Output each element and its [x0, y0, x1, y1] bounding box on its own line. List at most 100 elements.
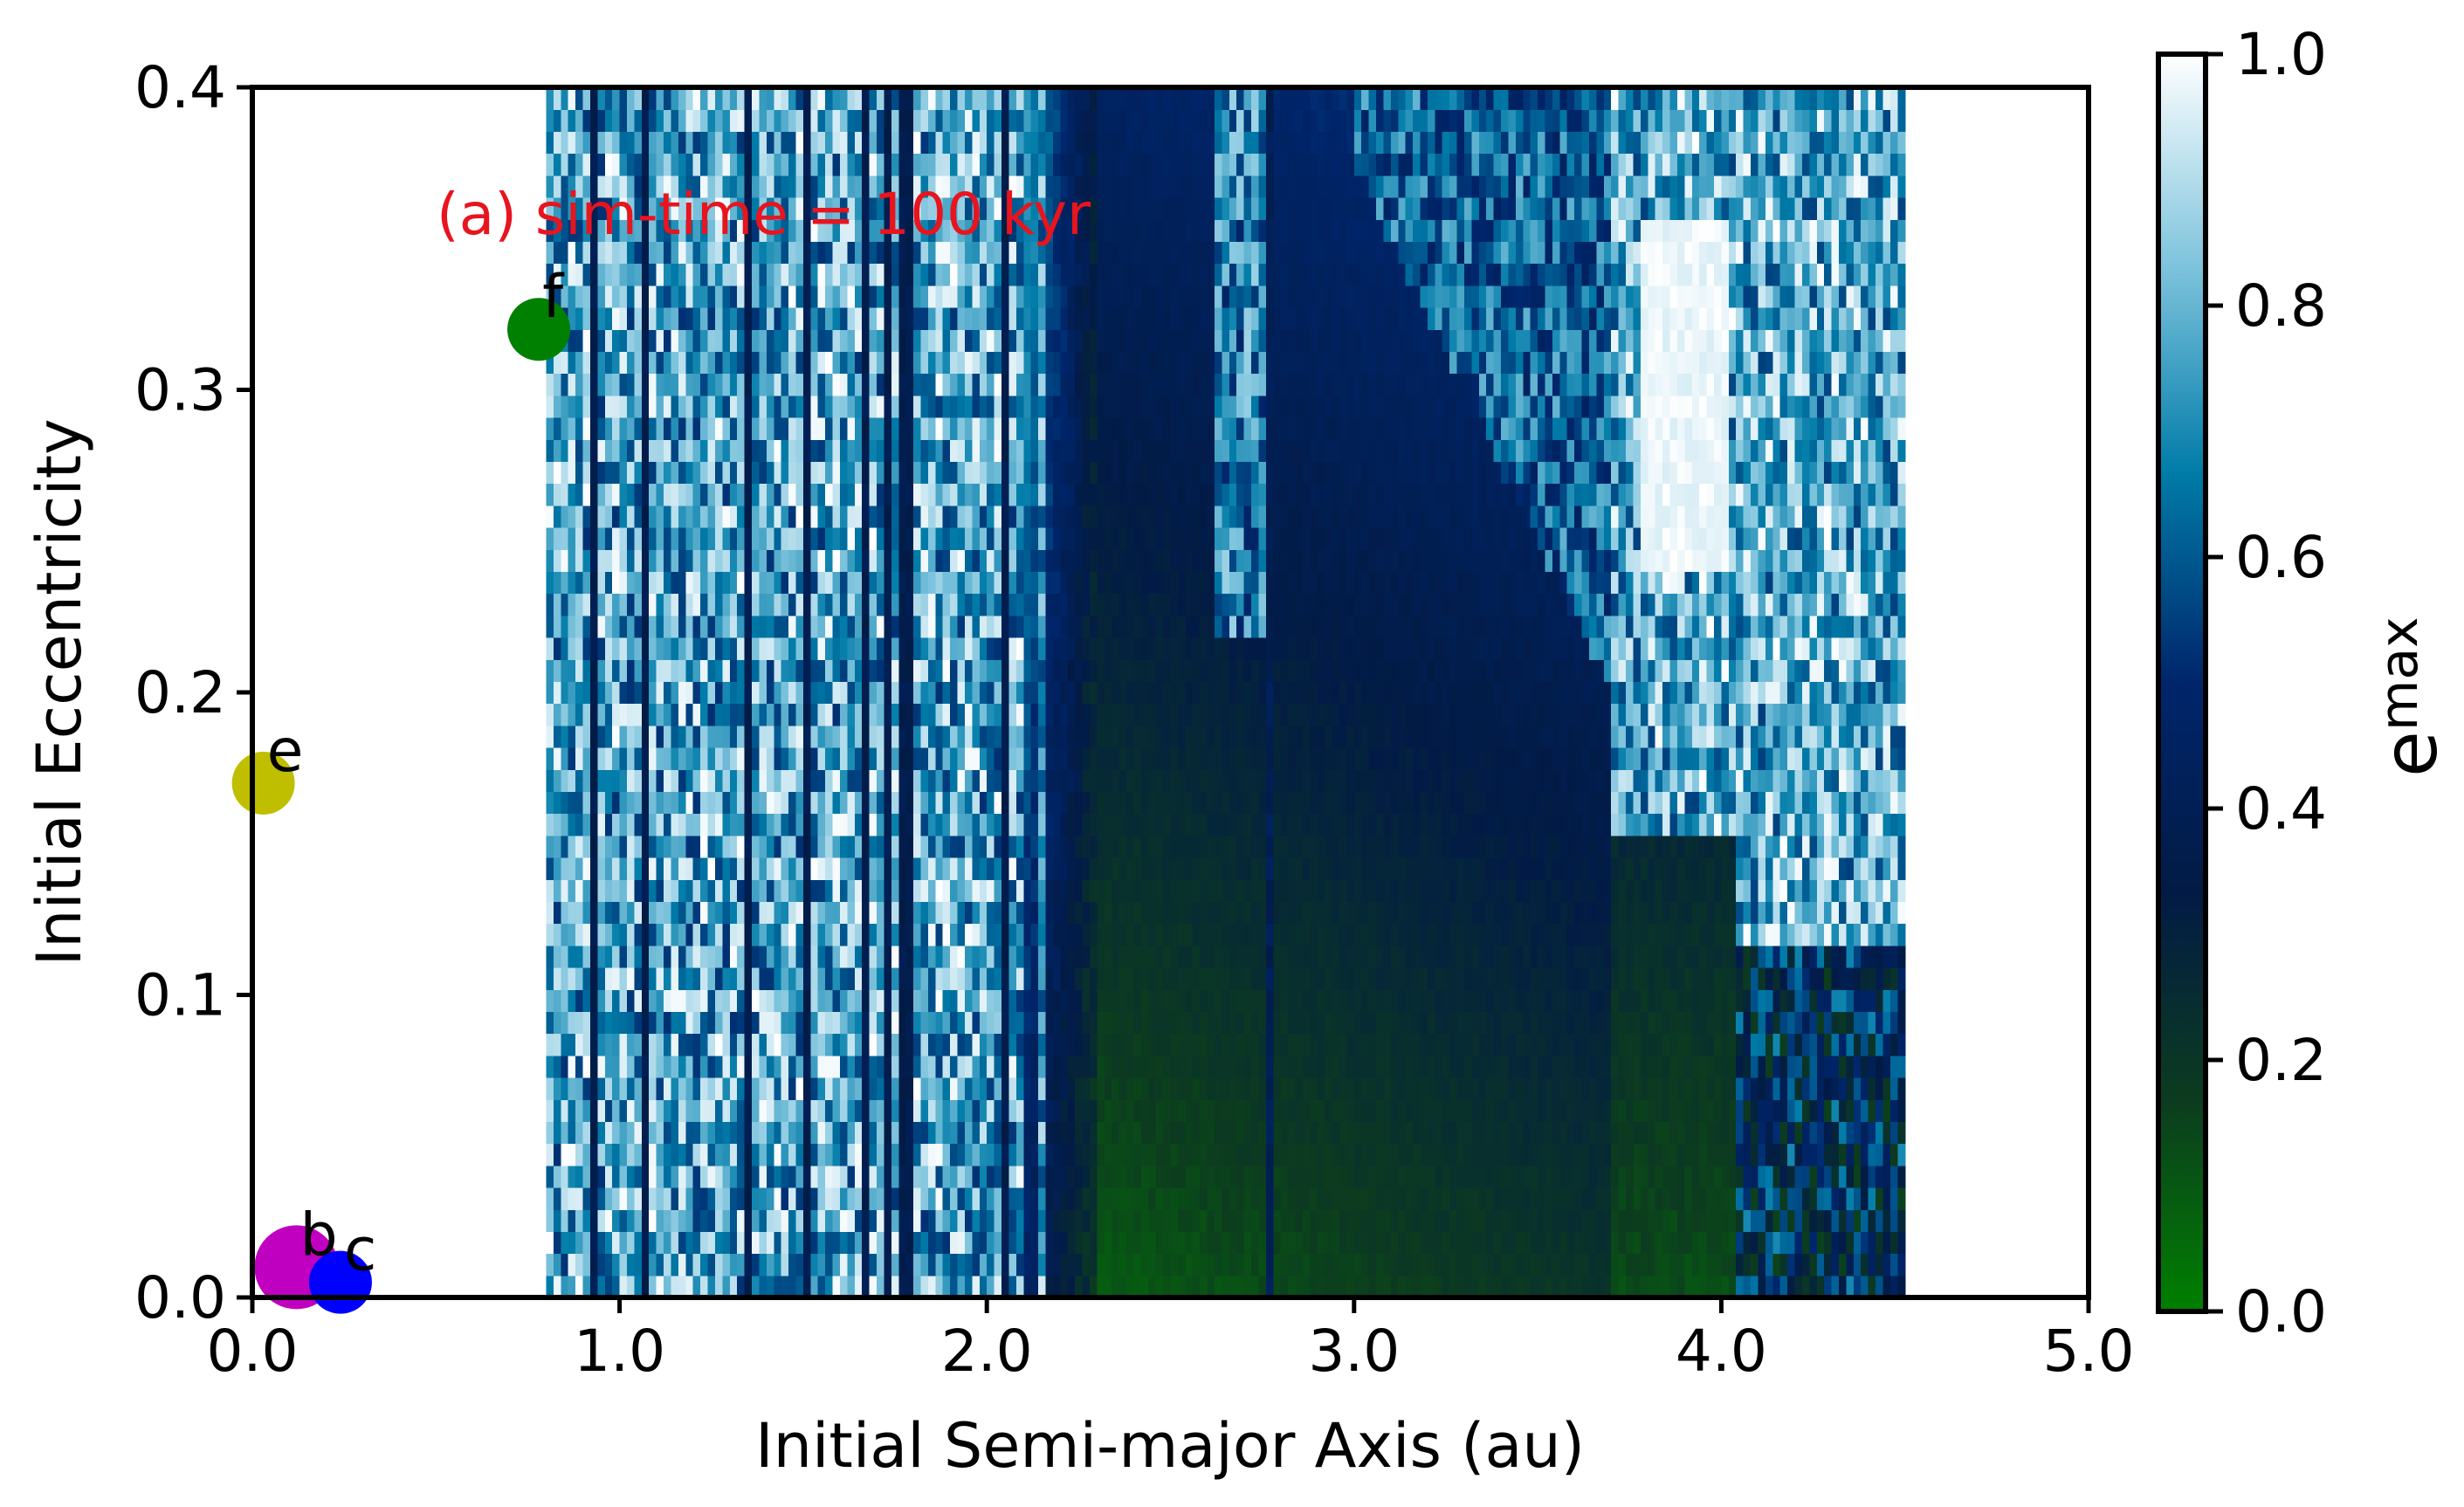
- heatmap-cell: [905, 483, 914, 506]
- heatmap-cell: [869, 505, 878, 528]
- heatmap-cell: [817, 835, 826, 858]
- heatmap-cell: [634, 615, 643, 638]
- heatmap-cell: [994, 285, 1002, 308]
- heatmap-cell: [1038, 901, 1047, 925]
- heatmap-cell: [1177, 1011, 1186, 1035]
- heatmap-cell: [737, 329, 746, 352]
- heatmap-cell: [1008, 153, 1017, 176]
- heatmap-cell: [634, 659, 643, 682]
- heatmap-cell: [1097, 527, 1105, 550]
- heatmap-cell: [729, 285, 738, 308]
- heatmap-cell: [656, 1055, 664, 1078]
- heatmap-cell: [927, 263, 936, 286]
- heatmap-cell: [1192, 637, 1201, 660]
- heatmap-cell: [553, 1055, 561, 1078]
- heatmap-cell: [737, 835, 746, 858]
- heatmap-cell: [1060, 175, 1069, 198]
- heatmap-cell: [1060, 1187, 1069, 1210]
- heatmap-cell: [1163, 835, 1172, 858]
- heatmap-cell: [847, 373, 856, 396]
- heatmap-cell: [1200, 153, 1208, 176]
- heatmap-cell: [737, 1011, 746, 1035]
- heatmap-cell: [1185, 131, 1194, 155]
- heatmap-cell: [854, 549, 863, 572]
- heatmap-cell: [1177, 593, 1186, 616]
- heatmap-cell: [1090, 1121, 1098, 1145]
- heatmap-cell: [1133, 571, 1142, 595]
- heatmap-cell: [627, 791, 635, 815]
- heatmap-cell: [1207, 1077, 1215, 1100]
- heatmap-cell: [656, 131, 664, 155]
- heatmap-cell: [1067, 1055, 1076, 1078]
- heatmap-cell: [1023, 571, 1032, 595]
- heatmap-cell: [1015, 549, 1024, 572]
- heatmap-cell: [752, 1099, 760, 1122]
- heatmap-cell: [817, 263, 826, 286]
- heatmap-cell: [1118, 593, 1127, 616]
- heatmap-cell: [664, 1231, 672, 1255]
- heatmap-cell: [877, 219, 884, 242]
- heatmap-cell: [744, 1143, 753, 1166]
- heatmap-cell: [847, 549, 856, 572]
- heatmap-cell: [656, 923, 664, 946]
- heatmap-cell: [1118, 967, 1127, 990]
- heatmap-cell: [1015, 1055, 1024, 1078]
- heatmap-cell: [722, 1011, 731, 1035]
- heatmap-cell: [795, 1099, 804, 1122]
- heatmap-cell: [1118, 835, 1127, 858]
- heatmap-cell: [927, 857, 936, 880]
- heatmap-cell: [905, 1077, 914, 1100]
- heatmap-cell: [759, 1231, 767, 1255]
- heatmap-cell: [802, 659, 811, 682]
- heatmap-cell: [1090, 197, 1098, 220]
- heatmap-cell: [891, 285, 899, 308]
- heatmap-cell: [561, 593, 569, 616]
- heatmap-cell: [729, 351, 738, 375]
- heatmap-cell: [1148, 945, 1157, 968]
- heatmap-cell: [766, 329, 774, 352]
- heatmap-cell: [987, 835, 995, 858]
- heatmap-cell: [1008, 725, 1017, 748]
- heatmap-cell: [927, 285, 936, 308]
- heatmap-cell: [1133, 1165, 1142, 1188]
- heatmap-cell: [1097, 1077, 1105, 1100]
- heatmap-cell: [1104, 87, 1112, 110]
- heatmap-cell: [1112, 725, 1120, 748]
- heatmap-cell: [590, 769, 598, 792]
- heatmap-cell: [920, 813, 929, 836]
- heatmap-cell: [1118, 1121, 1127, 1145]
- heatmap-cell: [795, 747, 804, 770]
- heatmap-cell: [692, 813, 701, 836]
- heatmap-cell: [766, 241, 774, 265]
- heatmap-cell: [781, 1011, 789, 1035]
- heatmap-cell: [1090, 1253, 1098, 1276]
- heatmap-cell: [1148, 1187, 1157, 1210]
- heatmap-cell: [678, 571, 686, 595]
- heatmap-cell: [664, 835, 672, 858]
- heatmap-cell: [619, 219, 628, 242]
- heatmap-cell: [825, 1209, 834, 1232]
- heatmap-cell: [1015, 769, 1024, 792]
- heatmap-cell: [582, 109, 591, 132]
- heatmap-cell: [1090, 571, 1098, 595]
- heatmap-cell: [869, 549, 878, 572]
- heatmap-cell: [664, 1143, 672, 1166]
- heatmap-cell: [920, 527, 929, 550]
- heatmap-cell: [1112, 1275, 1120, 1297]
- heatmap-cell: [568, 153, 576, 176]
- heatmap-cell: [766, 967, 774, 990]
- heatmap-cell: [840, 1077, 848, 1100]
- heatmap-cell: [810, 549, 819, 572]
- heatmap-cell: [1060, 659, 1069, 682]
- heatmap-cell: [1163, 395, 1172, 418]
- heatmap-cell: [774, 989, 782, 1012]
- heatmap-cell: [1067, 329, 1076, 352]
- heatmap-cell: [575, 527, 584, 550]
- heatmap-cell: [752, 703, 760, 726]
- heatmap-cell: [561, 153, 569, 176]
- heatmap-cell: [575, 351, 584, 375]
- heatmap-cell: [1030, 1033, 1039, 1056]
- heatmap-cell: [795, 835, 804, 858]
- heatmap-cell: [575, 1231, 584, 1255]
- heatmap-cell: [869, 1011, 878, 1035]
